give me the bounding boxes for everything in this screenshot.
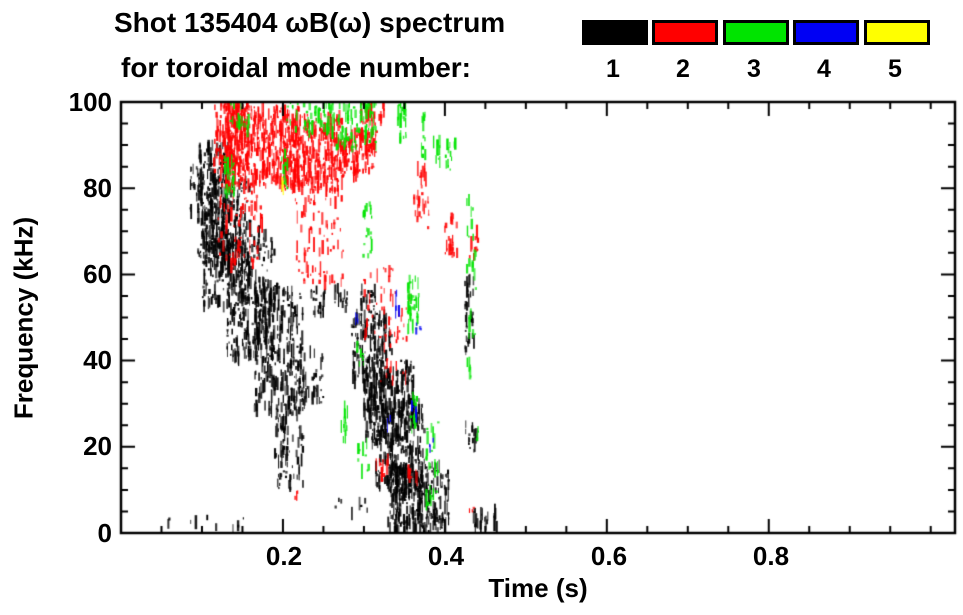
legend-label-mode-4: 4: [817, 55, 831, 83]
legend-swatch-mode-5: [864, 20, 930, 45]
x-tick-label-0.2: 0.2: [265, 541, 303, 571]
x-tick-label-0.6: 0.6: [590, 541, 628, 571]
y-tick-label-80: 80: [83, 173, 112, 203]
legend-swatch-mode-1: [582, 20, 648, 45]
y-tick-label-60: 60: [83, 259, 112, 289]
y-tick-label-0: 0: [97, 518, 112, 548]
legend-label-mode-2: 2: [676, 55, 690, 83]
y-tick-label-20: 20: [83, 431, 112, 461]
legend-label-mode-1: 1: [606, 55, 620, 83]
figure-title-line1: Shot 135404 ωB(ω) spectrum: [114, 7, 506, 38]
figure-title-line2: for toroidal mode number:: [121, 52, 471, 83]
x-tick-label-0.4: 0.4: [427, 541, 465, 571]
legend-swatch-mode-4: [793, 20, 859, 45]
y-tick-label-100: 100: [68, 87, 112, 117]
y-tick-label-40: 40: [83, 345, 112, 375]
x-tick-label-0.8: 0.8: [752, 541, 790, 571]
legend-label-mode-3: 3: [747, 55, 761, 83]
x-axis-title: Time (s): [488, 573, 588, 603]
y-axis-title: Frequency (kHz): [8, 216, 39, 420]
legend-label-mode-5: 5: [888, 55, 902, 83]
legend-swatch-mode-2: [652, 20, 718, 45]
legend-swatch-mode-3: [723, 20, 789, 45]
